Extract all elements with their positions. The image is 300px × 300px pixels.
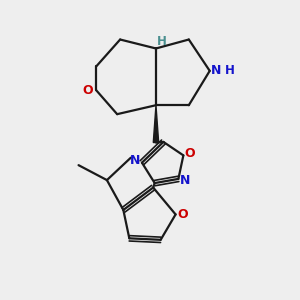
Text: O: O bbox=[82, 84, 93, 97]
Text: N: N bbox=[211, 64, 222, 77]
Text: H: H bbox=[156, 34, 166, 47]
Text: O: O bbox=[178, 208, 188, 221]
Text: N: N bbox=[130, 154, 141, 167]
Polygon shape bbox=[153, 105, 159, 142]
Text: O: O bbox=[184, 147, 195, 161]
Text: H: H bbox=[225, 64, 235, 77]
Text: N: N bbox=[180, 174, 190, 187]
